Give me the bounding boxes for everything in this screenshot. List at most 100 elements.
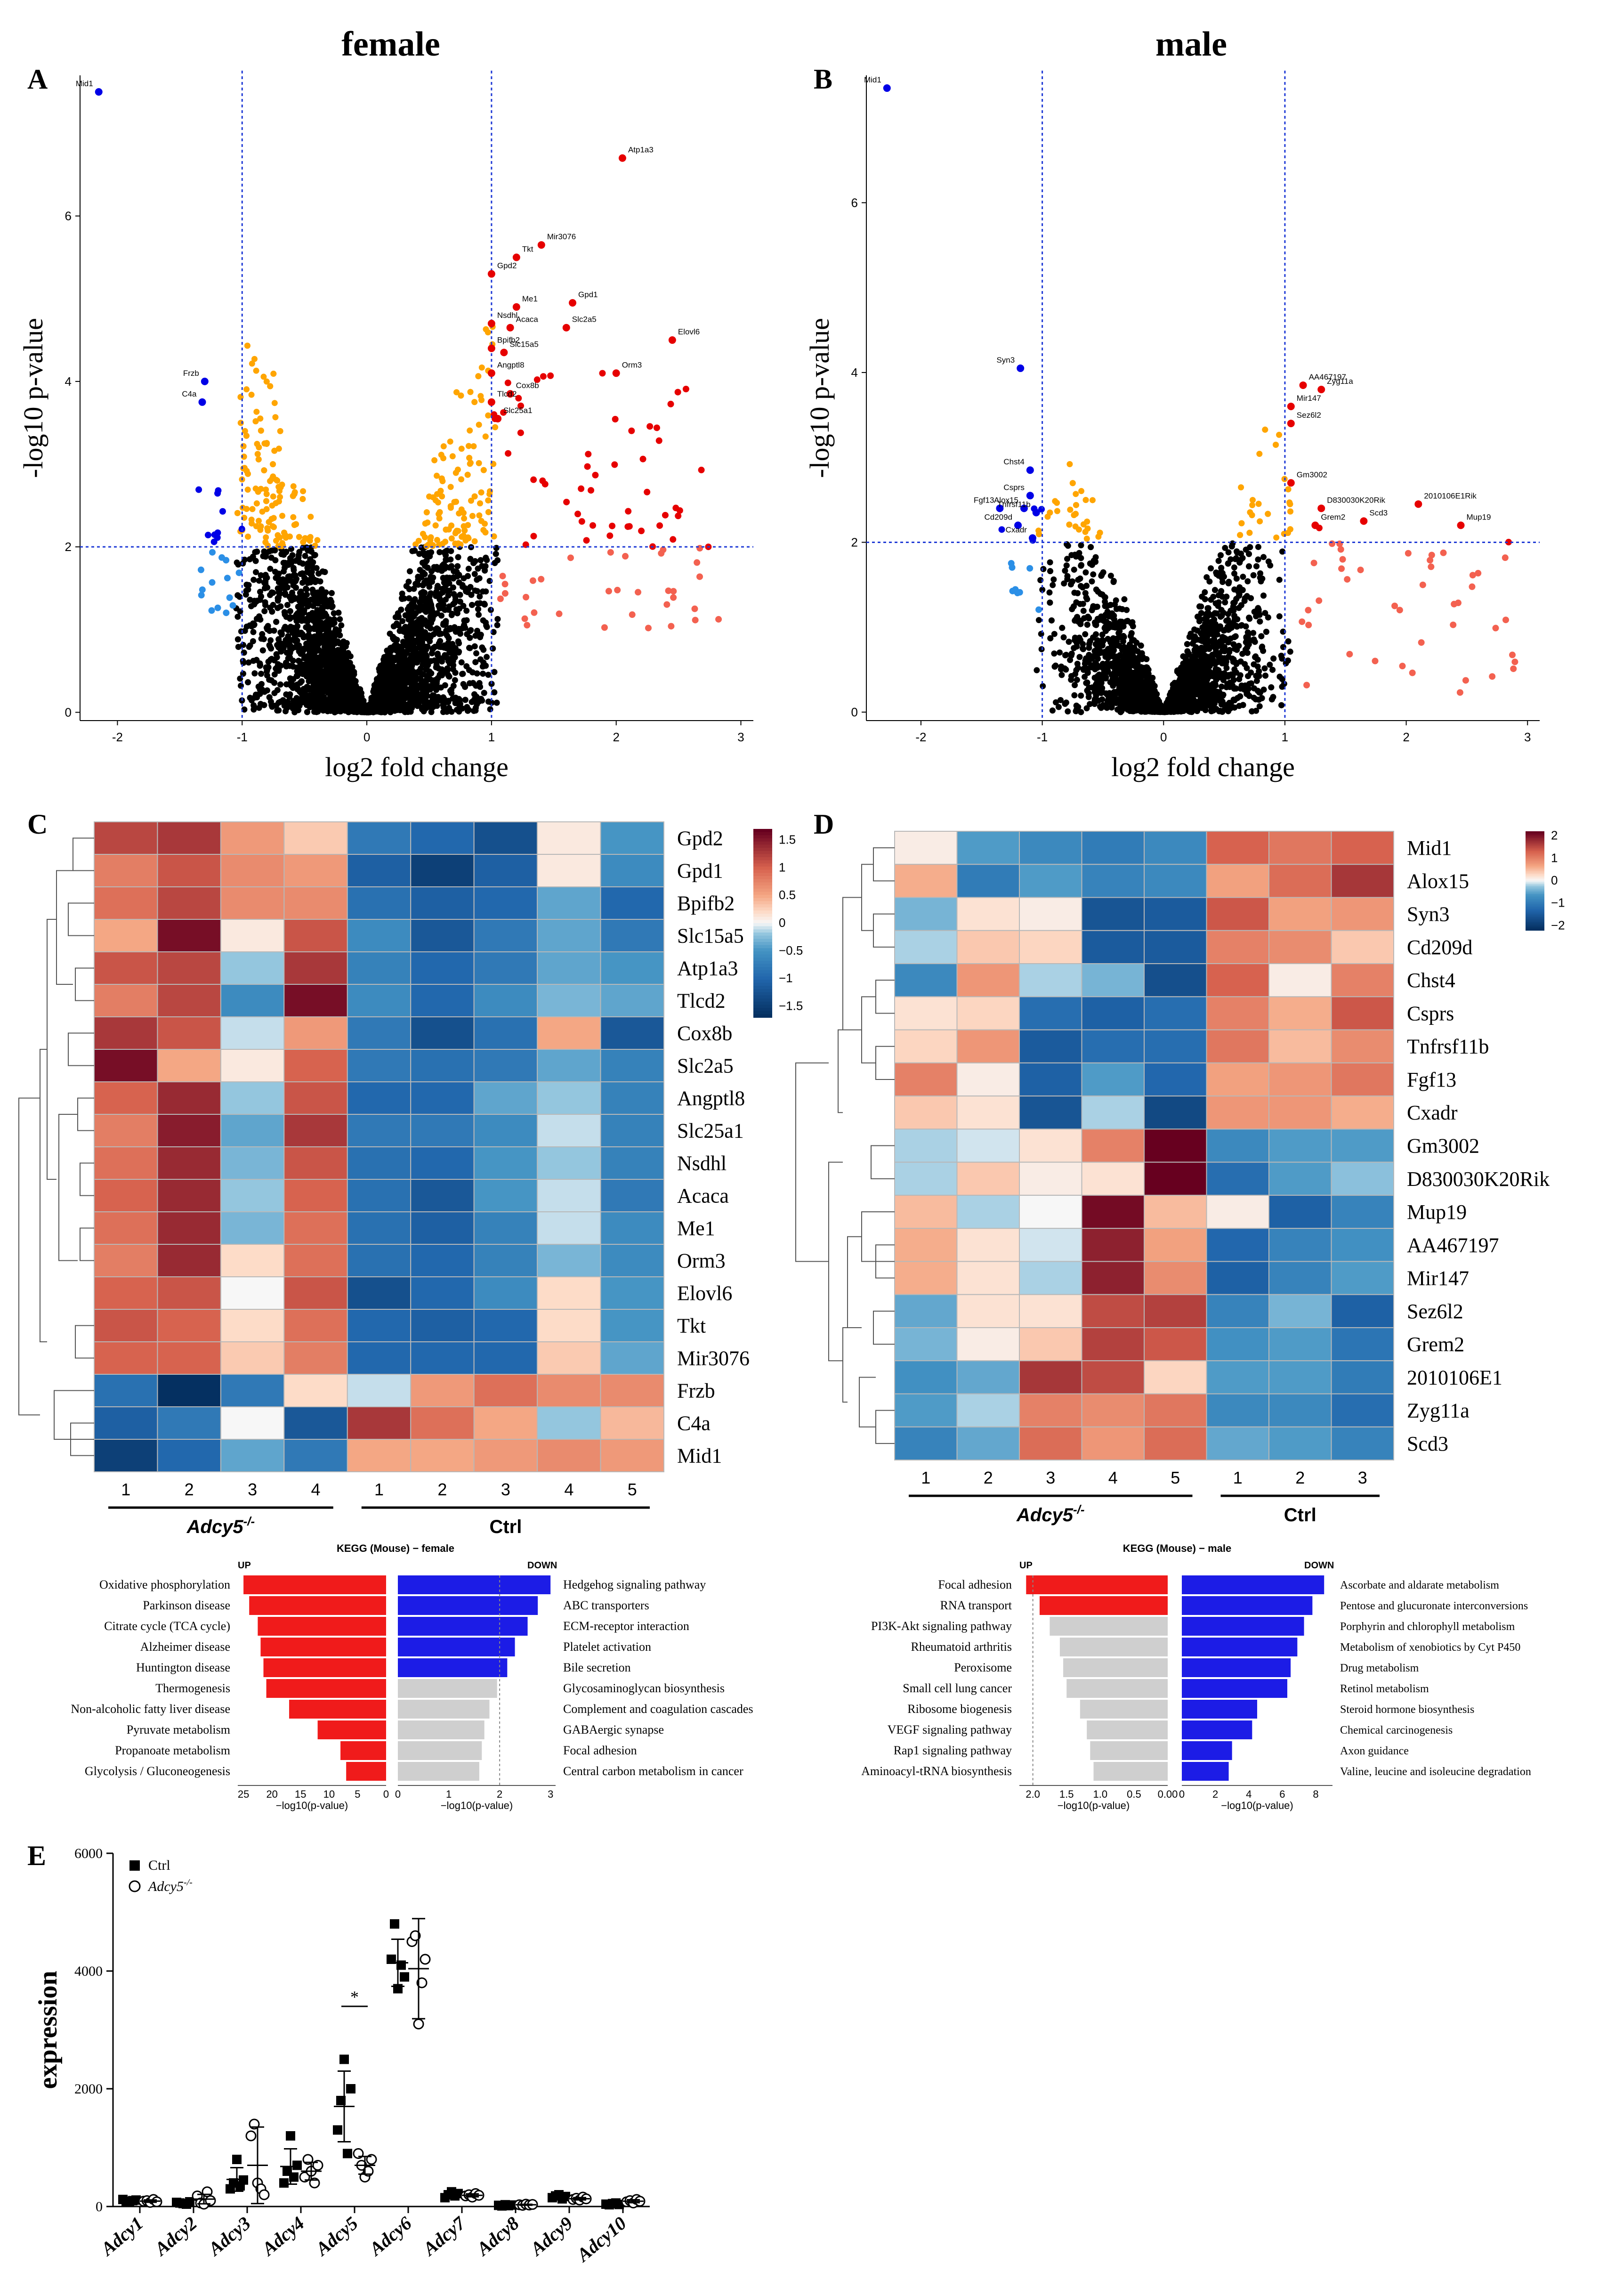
data-point: [305, 598, 312, 604]
data-point: [286, 573, 293, 580]
data-point: [261, 467, 267, 474]
data-point: [331, 672, 338, 679]
data-point: [432, 566, 439, 572]
data-point: [440, 575, 446, 581]
data-point: [404, 708, 410, 715]
data-point: [277, 428, 283, 434]
data-point: [390, 635, 396, 641]
data-point: [255, 488, 261, 495]
data-point: [472, 705, 479, 711]
data-point: [438, 475, 445, 482]
data-point: [421, 579, 428, 586]
data-point: [454, 610, 460, 617]
data-point: [284, 636, 291, 642]
data-point: [332, 628, 339, 635]
data-point: [427, 614, 434, 620]
data-point: [304, 709, 310, 715]
data-point: [423, 543, 430, 550]
data-point: [399, 595, 405, 601]
data-point: [302, 617, 308, 624]
labeled-point: [487, 344, 495, 352]
data-point: [304, 684, 310, 690]
data-point: [412, 581, 419, 587]
data-point: [309, 665, 316, 672]
data-point: [272, 547, 278, 553]
data-point: [383, 655, 390, 662]
data-point: [504, 379, 511, 386]
data-point: [268, 554, 275, 561]
data-point: [314, 537, 321, 544]
labeled-point: [500, 349, 508, 357]
data-point: [441, 696, 447, 702]
data-point: [453, 568, 460, 575]
data-point: [497, 595, 504, 602]
data-point: [483, 662, 489, 669]
data-point: [420, 633, 427, 640]
data-point: [434, 537, 440, 544]
data-point: [476, 512, 483, 519]
data-point: [235, 644, 242, 650]
data-point: [281, 702, 288, 709]
data-point: [523, 593, 530, 600]
data-point: [265, 527, 271, 534]
data-point: [461, 617, 468, 624]
data-point: [300, 647, 307, 653]
labeled-point: [198, 398, 206, 406]
data-point: [639, 455, 646, 462]
data-point: [418, 574, 425, 581]
data-point: [493, 544, 500, 551]
data-point: [289, 646, 295, 652]
data-point: [253, 616, 260, 622]
data-point: [574, 511, 581, 518]
data-point: [470, 680, 476, 686]
data-point: [319, 691, 325, 698]
data-point: [283, 691, 290, 698]
data-point: [440, 443, 447, 450]
data-point: [458, 476, 465, 483]
data-point: [645, 625, 652, 632]
data-point: [303, 545, 310, 552]
data-point: [253, 523, 259, 529]
data-point: [395, 614, 402, 620]
data-point: [315, 570, 322, 577]
data-point: [411, 669, 417, 675]
data-point: [416, 644, 422, 651]
data-point: [397, 657, 404, 663]
data-point: [606, 532, 614, 539]
data-point: [436, 509, 443, 516]
data-point: [253, 408, 260, 415]
data-point: [273, 651, 280, 657]
data-point: [336, 640, 343, 647]
data-point: [474, 670, 480, 677]
data-point: [247, 596, 253, 603]
data-point: [263, 486, 269, 493]
header-female: female: [341, 25, 440, 64]
data-point: [467, 427, 473, 434]
data-point: [592, 471, 599, 479]
data-point: [235, 561, 242, 568]
data-point: [305, 603, 311, 609]
data-point: [330, 695, 336, 701]
data-point: [249, 520, 255, 527]
gene-label: Gpd2: [497, 261, 517, 270]
data-point: [377, 673, 383, 680]
data-point: [335, 647, 341, 653]
data-point: [428, 590, 434, 597]
data-point: [307, 513, 314, 520]
x-tick-label: -1: [1037, 730, 1048, 744]
data-point: [463, 663, 470, 670]
labeled-point: [201, 377, 209, 385]
data-point: [471, 399, 478, 406]
data-point: [454, 563, 461, 569]
data-point: [214, 490, 221, 497]
gene-label: Me1: [522, 294, 538, 303]
data-point: [609, 522, 616, 529]
data-point: [487, 706, 493, 713]
data-point: [605, 588, 612, 595]
data-point: [379, 680, 386, 686]
data-point: [309, 634, 316, 641]
gene-label: Gpd1: [578, 290, 598, 299]
panel-label-a: A: [27, 64, 48, 95]
data-point: [436, 549, 443, 555]
